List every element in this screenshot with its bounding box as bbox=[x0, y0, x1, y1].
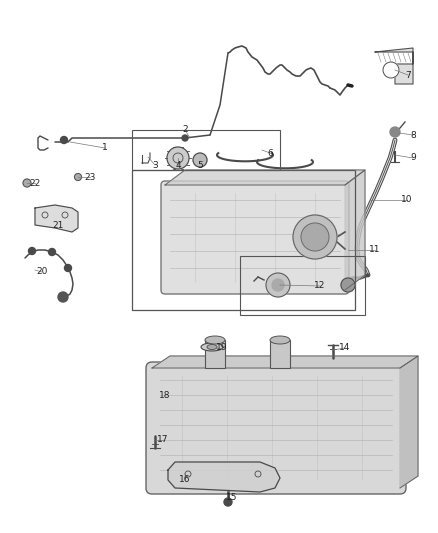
Polygon shape bbox=[152, 356, 418, 368]
Text: 23: 23 bbox=[84, 173, 95, 182]
Bar bbox=[132, 130, 280, 170]
Text: 22: 22 bbox=[29, 179, 41, 188]
Ellipse shape bbox=[201, 343, 223, 351]
Polygon shape bbox=[345, 170, 365, 290]
Text: 1: 1 bbox=[102, 143, 108, 152]
Text: 14: 14 bbox=[339, 343, 351, 352]
Circle shape bbox=[224, 498, 232, 506]
Text: 12: 12 bbox=[314, 281, 326, 290]
Circle shape bbox=[341, 278, 355, 292]
Polygon shape bbox=[165, 170, 365, 185]
FancyBboxPatch shape bbox=[146, 362, 406, 494]
Text: 7: 7 bbox=[405, 70, 411, 79]
Text: 20: 20 bbox=[36, 268, 48, 277]
Polygon shape bbox=[35, 205, 78, 232]
Circle shape bbox=[58, 292, 68, 302]
Ellipse shape bbox=[207, 344, 217, 350]
Text: 6: 6 bbox=[267, 149, 273, 157]
Bar bbox=[205, 340, 225, 368]
Text: 3: 3 bbox=[152, 160, 158, 169]
Circle shape bbox=[301, 223, 329, 251]
Ellipse shape bbox=[205, 336, 225, 344]
Text: 18: 18 bbox=[159, 391, 171, 400]
FancyBboxPatch shape bbox=[161, 181, 349, 294]
Polygon shape bbox=[400, 356, 418, 488]
Bar bbox=[270, 340, 290, 368]
Text: 2: 2 bbox=[182, 125, 188, 134]
Circle shape bbox=[193, 153, 207, 167]
Text: 15: 15 bbox=[226, 494, 238, 503]
Circle shape bbox=[266, 273, 290, 297]
Circle shape bbox=[60, 136, 67, 143]
Circle shape bbox=[390, 127, 400, 137]
Circle shape bbox=[28, 247, 35, 254]
Circle shape bbox=[64, 264, 71, 271]
Bar bbox=[240, 256, 365, 315]
Circle shape bbox=[272, 279, 284, 291]
Ellipse shape bbox=[270, 336, 290, 344]
Circle shape bbox=[49, 248, 56, 255]
Circle shape bbox=[74, 174, 81, 181]
Text: 4: 4 bbox=[175, 160, 181, 169]
Text: 10: 10 bbox=[401, 196, 413, 205]
Circle shape bbox=[293, 215, 337, 259]
Circle shape bbox=[23, 179, 31, 187]
Text: 16: 16 bbox=[179, 475, 191, 484]
Polygon shape bbox=[375, 48, 413, 84]
Circle shape bbox=[383, 62, 399, 78]
Text: 19: 19 bbox=[216, 343, 228, 352]
Text: 11: 11 bbox=[369, 246, 381, 254]
Text: 17: 17 bbox=[157, 435, 169, 445]
Polygon shape bbox=[168, 462, 280, 492]
Text: 9: 9 bbox=[410, 154, 416, 163]
Text: 5: 5 bbox=[197, 160, 203, 169]
Bar bbox=[132, 170, 355, 310]
Text: 8: 8 bbox=[410, 131, 416, 140]
Circle shape bbox=[167, 147, 189, 169]
Text: 21: 21 bbox=[52, 221, 64, 230]
Circle shape bbox=[182, 135, 188, 141]
